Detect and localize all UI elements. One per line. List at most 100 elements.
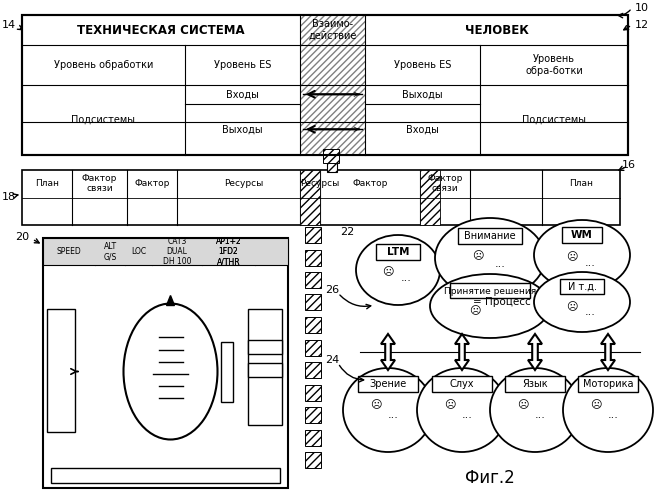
Bar <box>305 385 321 401</box>
Ellipse shape <box>563 368 653 452</box>
Text: 24: 24 <box>325 355 339 365</box>
Ellipse shape <box>490 368 580 452</box>
Text: Взаимо-
действие: Взаимо- действие <box>308 19 356 41</box>
Bar <box>560 279 604 294</box>
Bar <box>248 362 282 376</box>
Bar <box>578 376 638 392</box>
Ellipse shape <box>435 218 545 298</box>
FancyArrowPatch shape <box>339 366 364 382</box>
Bar <box>305 250 321 266</box>
Polygon shape <box>601 334 615 370</box>
Text: 14: 14 <box>2 20 16 30</box>
FancyArrowPatch shape <box>340 295 371 309</box>
FancyArrowPatch shape <box>619 166 625 170</box>
Bar <box>562 227 602 243</box>
Text: ...: ... <box>400 273 411 283</box>
Bar <box>22 15 628 155</box>
Text: ☹: ☹ <box>472 251 484 261</box>
FancyArrowPatch shape <box>34 239 39 243</box>
Polygon shape <box>528 334 542 370</box>
Polygon shape <box>455 334 469 370</box>
Text: ...: ... <box>494 259 506 269</box>
Bar <box>432 376 492 392</box>
Text: Фактор
связи: Фактор связи <box>82 174 117 194</box>
Text: ☹: ☹ <box>382 267 394 277</box>
Text: WM: WM <box>571 230 593 240</box>
Text: План: План <box>569 180 593 188</box>
Ellipse shape <box>124 304 218 440</box>
FancyArrowPatch shape <box>18 26 22 30</box>
Text: Выходы: Выходы <box>222 124 263 134</box>
Bar <box>327 162 337 172</box>
Polygon shape <box>381 334 395 370</box>
Text: Фиг.2: Фиг.2 <box>465 469 515 487</box>
Text: ...: ... <box>585 307 595 317</box>
Text: Моторика: Моторика <box>583 379 633 389</box>
Text: ТЕХНИЧЕСКАЯ СИСТЕМА: ТЕХНИЧЕСКАЯ СИСТЕМА <box>77 24 245 36</box>
Bar <box>458 228 522 244</box>
Text: = Процесс: = Процесс <box>473 297 531 307</box>
Text: ...: ... <box>585 258 595 268</box>
Text: 16: 16 <box>622 160 636 170</box>
Text: 20: 20 <box>15 232 29 242</box>
Text: Выходы: Выходы <box>402 89 443 99</box>
Text: Внимание: Внимание <box>464 231 516 241</box>
Bar <box>305 407 321 423</box>
Text: ☹: ☹ <box>370 400 382 410</box>
Text: AP1+2
1FD2
A/THR: AP1+2 1FD2 A/THR <box>216 236 241 266</box>
Text: Фактор: Фактор <box>134 180 169 188</box>
Bar <box>300 15 365 155</box>
FancyArrowPatch shape <box>618 10 630 18</box>
Ellipse shape <box>534 220 630 290</box>
Bar <box>376 244 420 260</box>
Ellipse shape <box>430 274 550 338</box>
Text: Уровень обработки: Уровень обработки <box>54 60 153 70</box>
Bar <box>305 317 321 333</box>
Text: Зрение: Зрение <box>370 379 407 389</box>
Bar <box>43 238 288 265</box>
Text: ☹: ☹ <box>566 252 578 262</box>
Text: 22: 22 <box>340 227 354 237</box>
Text: LOC: LOC <box>131 247 146 256</box>
Text: ALT
G/S: ALT G/S <box>103 242 116 261</box>
Text: ЧЕЛОВЕК: ЧЕЛОВЕК <box>464 24 528 36</box>
Text: Принятие решения: Принятие решения <box>444 286 536 296</box>
Text: План: План <box>35 180 59 188</box>
Bar <box>323 149 339 163</box>
Bar <box>358 376 418 392</box>
Text: ☹: ☹ <box>469 306 481 316</box>
Text: Ресурсы: Ресурсы <box>300 180 339 188</box>
Text: CAT3
DUAL
DH 100: CAT3 DUAL DH 100 <box>163 236 191 266</box>
Bar <box>305 452 321 468</box>
Text: Входы: Входы <box>226 89 259 99</box>
Text: ☹: ☹ <box>444 400 456 410</box>
Bar <box>220 342 233 402</box>
Bar <box>47 308 75 432</box>
Bar <box>43 238 288 488</box>
Text: 10: 10 <box>635 3 649 13</box>
Bar <box>22 170 620 225</box>
Text: ...: ... <box>608 410 619 420</box>
Bar <box>305 362 321 378</box>
Text: Уровень
обра-ботки: Уровень обра-ботки <box>525 54 583 76</box>
Text: И т.д.: И т.д. <box>568 282 596 292</box>
Bar <box>300 170 320 225</box>
Text: ☹: ☹ <box>590 400 602 410</box>
Bar <box>22 15 628 155</box>
Bar <box>305 272 321 288</box>
Text: SPEED: SPEED <box>57 247 81 256</box>
Text: ...: ... <box>388 410 398 420</box>
Text: Фактор: Фактор <box>353 180 388 188</box>
Text: Ресурсы: Ресурсы <box>224 180 263 188</box>
FancyArrowPatch shape <box>13 194 18 198</box>
Bar <box>420 170 440 225</box>
Bar <box>505 376 565 392</box>
Ellipse shape <box>343 368 433 452</box>
Bar <box>51 468 280 483</box>
Bar <box>305 430 321 446</box>
Bar <box>450 283 530 298</box>
Bar <box>248 340 282 353</box>
Polygon shape <box>167 296 175 306</box>
Text: 18: 18 <box>2 192 16 202</box>
Text: 26: 26 <box>325 285 339 295</box>
